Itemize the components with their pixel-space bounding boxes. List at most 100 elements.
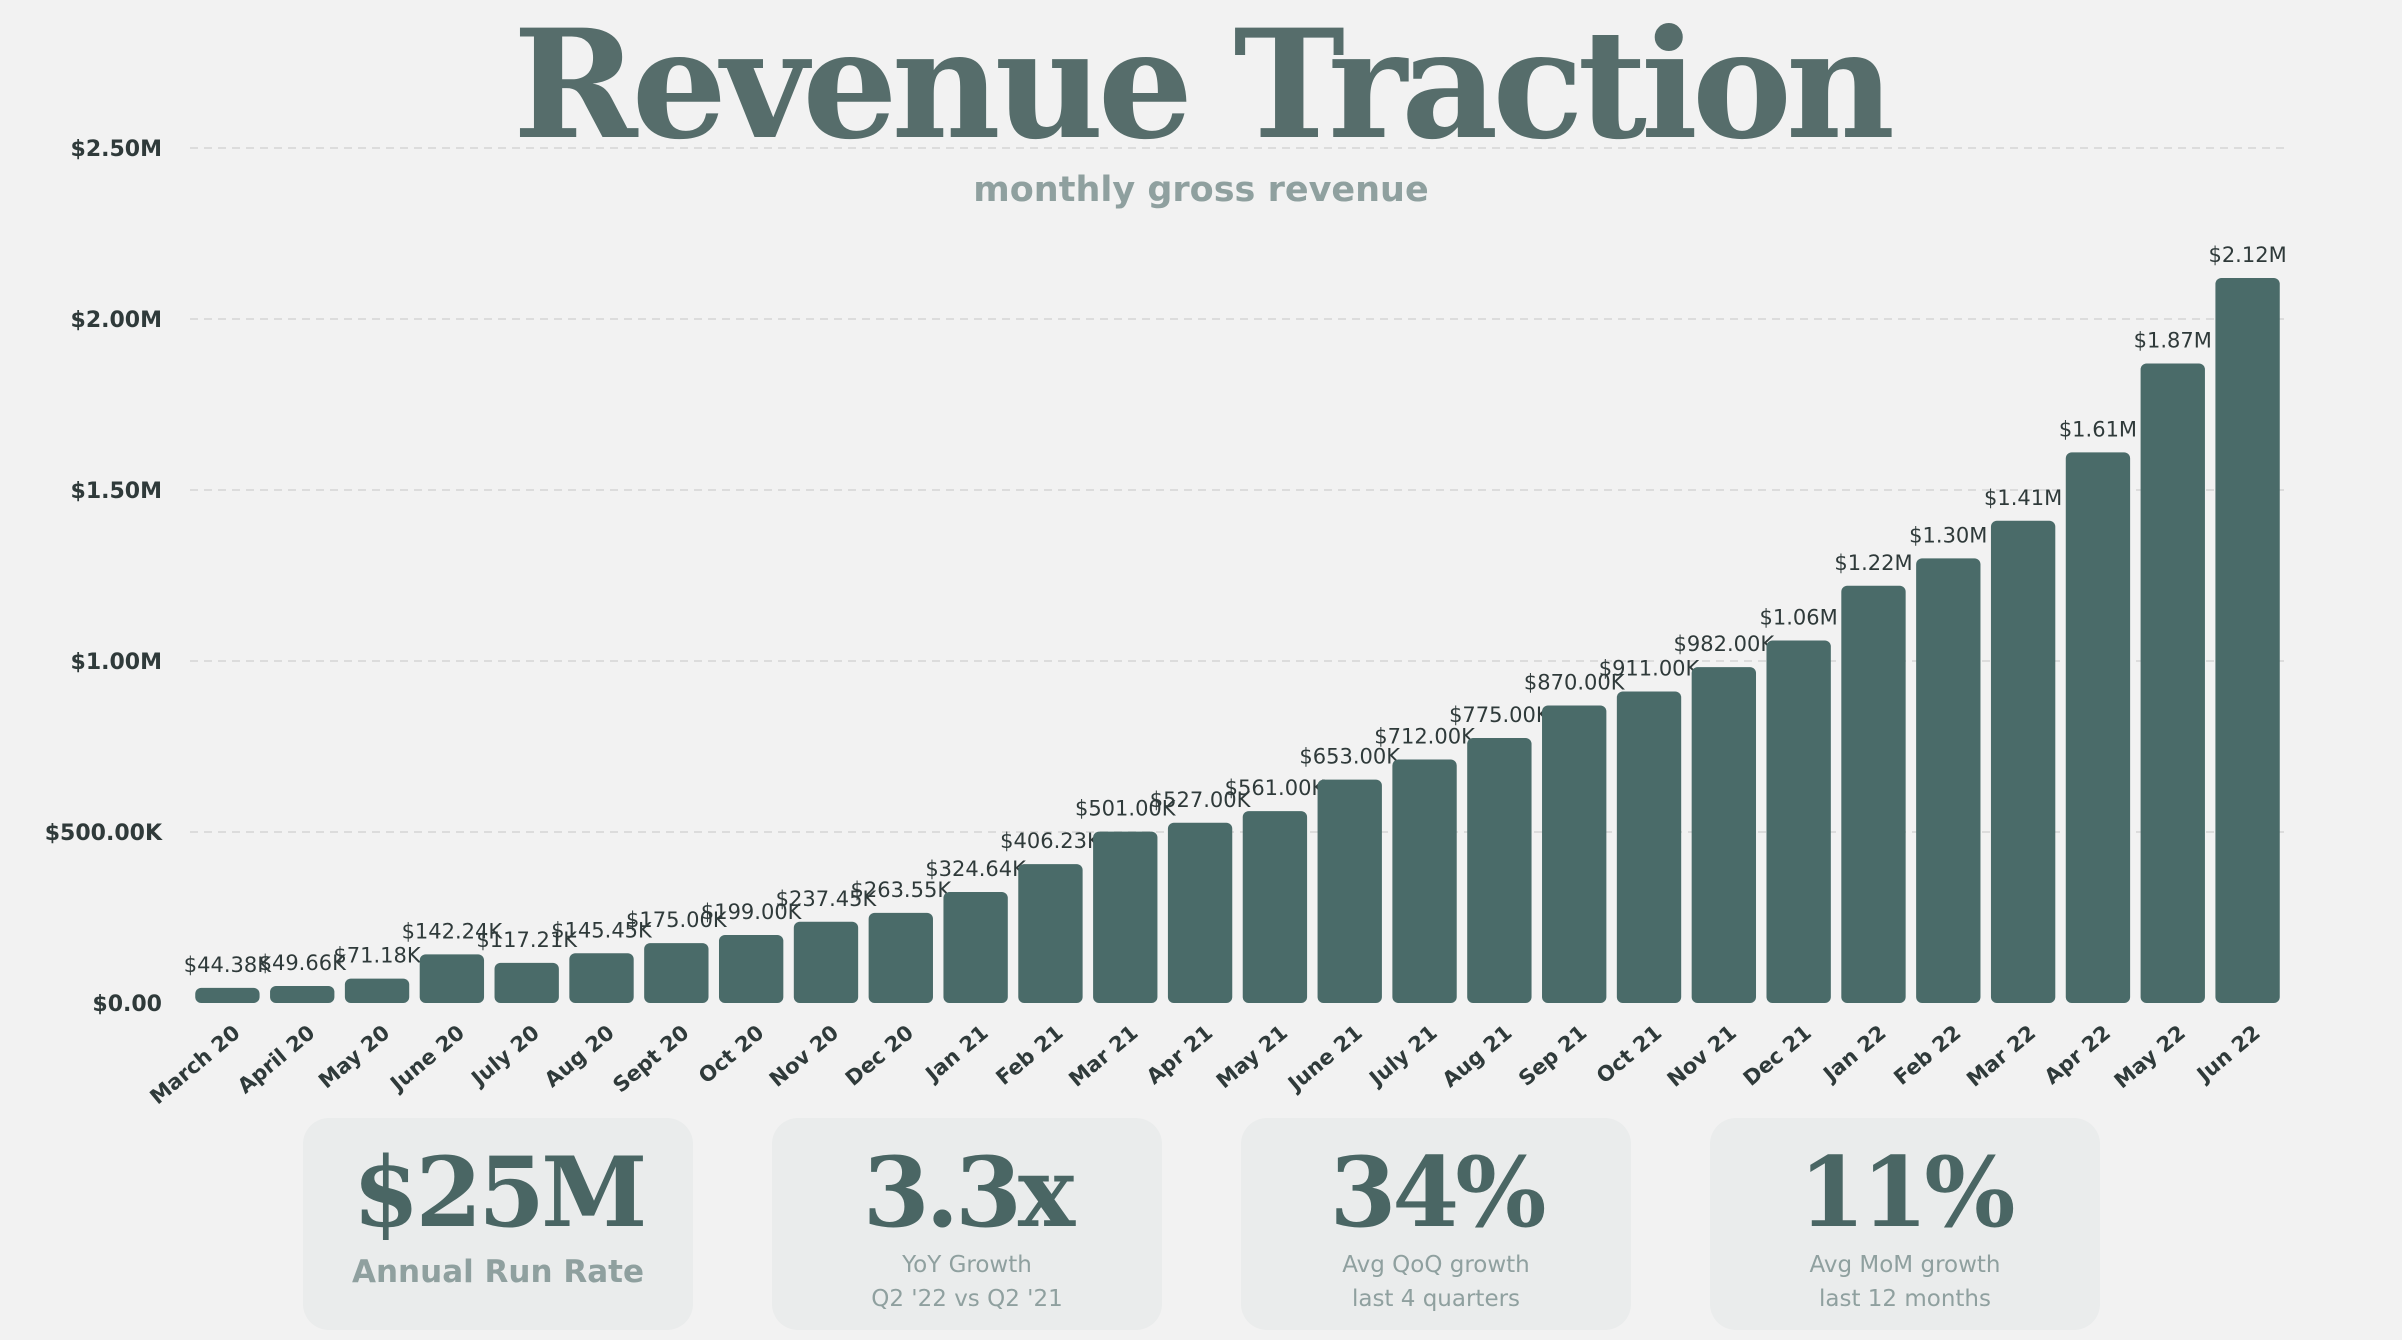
data-label: $142.24K	[402, 919, 504, 943]
y-tick-label: $1.00M	[71, 650, 162, 675]
bar	[419, 954, 485, 1003]
data-label: $263.55K	[850, 878, 952, 902]
x-tick-label: Dec 20	[841, 1020, 918, 1090]
bar	[1766, 640, 1831, 1003]
bar	[2215, 277, 2280, 1004]
bar	[1018, 864, 1083, 1003]
x-tick-label: Apr 21	[1142, 1020, 1217, 1089]
x-tick-label: Nov 21	[1663, 1020, 1741, 1091]
x-tick-label: Aug 20	[540, 1020, 619, 1092]
bar	[270, 986, 335, 1003]
x-tick-label: Oct 20	[694, 1020, 768, 1088]
data-label: $653.00K	[1299, 745, 1401, 769]
bar	[1616, 691, 1682, 1003]
data-label: $237.45K	[776, 887, 878, 911]
data-label: $911.00K	[1599, 656, 1701, 680]
data-label: $1.41M	[1984, 486, 2062, 510]
y-tick-label: $2.50M	[71, 137, 162, 162]
x-tick-label: Jun 22	[2191, 1020, 2265, 1087]
metric-card-yoy-growth: 3.3x YoY Growth Q2 '22 vs Q2 '21	[772, 1118, 1162, 1330]
data-label: $44.38K	[184, 953, 272, 977]
metric-label: Avg QoQ growth	[1342, 1252, 1530, 1278]
data-label: $527.00K	[1150, 788, 1252, 812]
x-tick-label: Mar 22	[1962, 1020, 2040, 1091]
x-tick-label: June 20	[384, 1020, 469, 1097]
chart-title: Revenue Traction	[512, 0, 1895, 173]
bar	[1093, 831, 1158, 1003]
bar	[344, 978, 410, 1003]
metric-card-run-rate: $25M Annual Run Rate	[303, 1118, 693, 1330]
chart-subtitle: monthly gross revenue	[973, 170, 1429, 210]
x-tick-label: Sep 21	[1514, 1020, 1591, 1090]
metric-sublabel: last 4 quarters	[1351, 1286, 1521, 1312]
x-tick-label: Apr 22	[2040, 1020, 2115, 1089]
metric-label: YoY Growth	[902, 1252, 1032, 1278]
metric-sublabel: Q2 '22 vs Q2 '21	[871, 1286, 1063, 1312]
data-label: $1.22M	[1834, 551, 1912, 575]
data-label: $1.61M	[2059, 417, 2137, 441]
bar	[1392, 759, 1457, 1003]
x-tick-label: Dec 21	[1739, 1020, 1816, 1090]
metric-card-mom-growth: 11% Avg MoM growth last 12 months	[1710, 1118, 2100, 1330]
bar	[494, 962, 559, 1003]
y-tick-label: $0.00	[92, 992, 162, 1017]
x-tick-label: July 21	[1363, 1020, 1441, 1091]
bar	[195, 987, 260, 1003]
data-label: $2.12M	[2208, 243, 2286, 267]
bar	[1467, 737, 1532, 1003]
data-label: $406.23K	[1000, 829, 1102, 853]
bar	[1990, 520, 2056, 1003]
y-tick-label: $1.50M	[71, 479, 162, 504]
data-label: $775.00K	[1449, 703, 1551, 727]
bar	[644, 943, 709, 1003]
x-tick-label: June 21	[1282, 1020, 1367, 1097]
bar	[943, 891, 1008, 1003]
x-tick-label: Feb 21	[991, 1020, 1067, 1089]
metric-label: Annual Run Rate	[352, 1254, 644, 1290]
data-label: $117.21K	[476, 928, 578, 952]
x-tick-label: Nov 20	[765, 1020, 843, 1091]
x-tick-label: May 22	[2110, 1020, 2190, 1093]
bar	[1317, 779, 1382, 1003]
data-label: $324.64K	[925, 857, 1027, 881]
bar	[1841, 585, 1906, 1003]
data-label: $501.00K	[1075, 797, 1177, 821]
data-label: $982.00K	[1674, 632, 1776, 656]
data-label: $175.00K	[626, 908, 728, 932]
bar	[718, 934, 784, 1003]
bar	[2065, 452, 2131, 1003]
bar	[1167, 822, 1233, 1003]
data-label: $49.66K	[259, 951, 347, 975]
x-tick-label: Jan 22	[1817, 1020, 1890, 1087]
x-tick-label: Aug 21	[1438, 1020, 1517, 1092]
bar	[569, 953, 634, 1003]
metric-value: $25M	[352, 1136, 648, 1249]
x-tick-label: May 20	[314, 1020, 394, 1093]
bar	[1242, 811, 1308, 1003]
x-tick-label: May 21	[1212, 1020, 1292, 1093]
bar	[2140, 363, 2205, 1004]
metric-value: 11%	[1798, 1136, 2016, 1249]
x-tick-label: Jan 21	[920, 1020, 993, 1087]
x-tick-label: Oct 21	[1592, 1020, 1666, 1088]
data-label: $199.00K	[701, 900, 803, 924]
metric-sublabel: last 12 months	[1818, 1286, 1991, 1312]
bar	[1916, 558, 1981, 1003]
x-tick-label: July 20	[466, 1020, 544, 1091]
bar	[868, 912, 933, 1003]
data-label: $145.45K	[551, 918, 653, 942]
metric-value: 3.3x	[862, 1136, 1075, 1249]
y-tick-label: $500.00K	[45, 821, 163, 846]
metric-card-qoq-growth: 34% Avg QoQ growth last 4 quarters	[1241, 1118, 1631, 1330]
data-label: $870.00K	[1524, 670, 1626, 694]
bar	[793, 921, 859, 1003]
data-label: $1.87M	[2134, 328, 2212, 352]
metric-label: Avg MoM growth	[1809, 1252, 2001, 1278]
metric-value: 34%	[1329, 1136, 1547, 1249]
data-label: $71.18K	[333, 944, 421, 968]
data-label: $712.00K	[1374, 724, 1476, 748]
x-tick-label: Feb 22	[1889, 1020, 1965, 1089]
bar	[1691, 667, 1757, 1003]
y-tick-label: $2.00M	[71, 308, 162, 333]
